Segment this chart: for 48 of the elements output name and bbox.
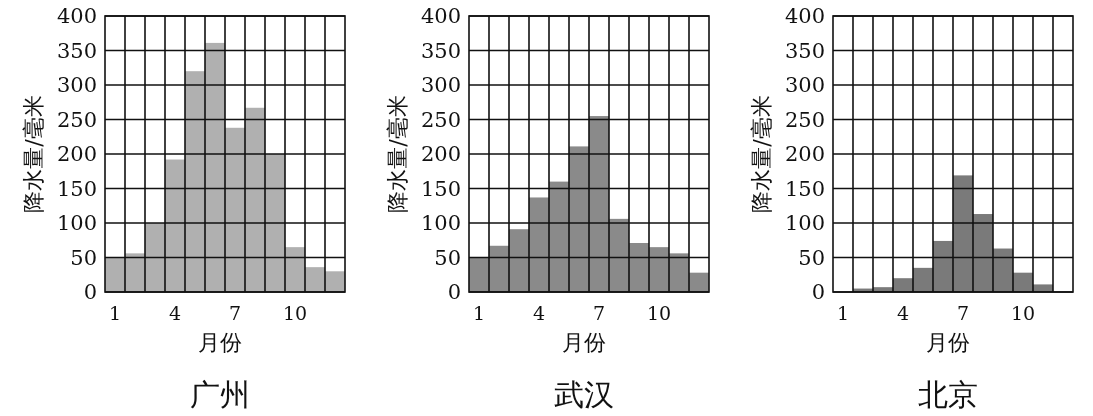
x-axis-title: 月份 [198, 330, 242, 355]
text: 武汉 [554, 377, 614, 412]
x-axis-title: 月份 [926, 330, 970, 355]
text: 广州 [190, 377, 250, 412]
x-tick-label: 1 [108, 302, 122, 324]
x-tick-label: 10 [282, 302, 308, 324]
y-tick-label: 0 [83, 280, 97, 304]
y-tick-label: 200 [784, 142, 825, 166]
y-tick-label: 100 [56, 211, 97, 235]
x-tick-label: 10 [646, 302, 672, 324]
text: 北京 [918, 377, 978, 412]
y-tick-label: 250 [784, 107, 825, 132]
y-axis-title: 降水量/毫米 [385, 95, 410, 213]
x-tick-label: 1 [836, 302, 850, 324]
x-tick-label: 4 [532, 302, 546, 324]
x-axis-title: 月份 [562, 330, 606, 355]
y-tick-label: 350 [420, 38, 461, 63]
y-axis-title: 降水量/毫米 [749, 95, 774, 213]
y-axis-title: 降水量/毫米 [21, 95, 46, 213]
y-tick-label: 400 [420, 4, 461, 28]
y-tick-label: 200 [56, 142, 97, 166]
y-tick-label: 300 [784, 73, 825, 97]
y-tick-label: 200 [420, 142, 461, 166]
x-tick-label: 7 [956, 302, 970, 324]
y-tick-label: 100 [420, 211, 461, 235]
y-tick-label: 150 [56, 176, 97, 201]
x-tick-label: 4 [896, 302, 910, 324]
y-tick-label: 150 [784, 176, 825, 201]
x-tick-label: 4 [168, 302, 182, 324]
y-tick-label: 50 [798, 245, 825, 270]
y-tick-label: 100 [784, 211, 825, 235]
y-tick-label: 400 [56, 4, 97, 28]
y-tick-label: 150 [420, 176, 461, 201]
y-tick-label: 350 [784, 38, 825, 63]
x-tick-label: 1 [472, 302, 486, 324]
y-tick-label: 50 [434, 245, 461, 270]
y-tick-label: 0 [811, 280, 825, 304]
x-tick-label: 7 [228, 302, 242, 324]
y-tick-label: 250 [56, 107, 97, 132]
y-tick-label: 300 [56, 73, 97, 97]
y-tick-label: 0 [447, 280, 461, 304]
x-tick-label: 10 [1010, 302, 1036, 324]
x-tick-label: 7 [592, 302, 606, 324]
y-tick-label: 300 [420, 73, 461, 97]
y-tick-label: 250 [420, 107, 461, 132]
y-tick-label: 400 [784, 4, 825, 28]
y-tick-label: 350 [56, 38, 97, 63]
y-tick-label: 50 [70, 245, 97, 270]
